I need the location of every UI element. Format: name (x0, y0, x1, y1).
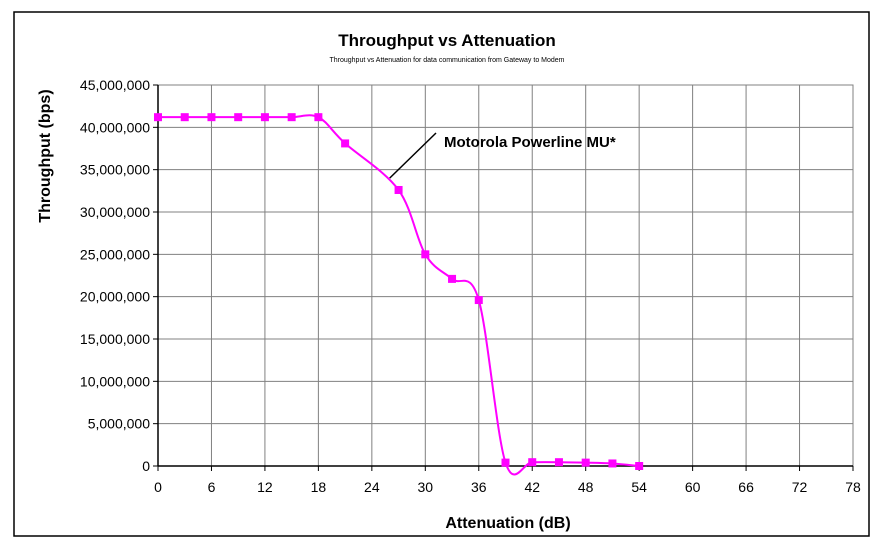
x-tick-label-72: 72 (792, 479, 808, 495)
data-point-9 (234, 113, 243, 122)
x-tick-label-18: 18 (311, 479, 327, 495)
data-point-30 (421, 250, 430, 259)
plot-area (157, 84, 854, 467)
data-point-15 (287, 113, 296, 122)
data-point-27 (394, 185, 403, 194)
x-tick-label-66: 66 (738, 479, 754, 495)
data-point-0 (154, 113, 162, 122)
data-point-18 (314, 113, 323, 122)
x-tick-label-30: 30 (418, 479, 434, 495)
y-tick-label-25000000: 25,000,000 (80, 246, 150, 262)
x-tick-label-36: 36 (471, 479, 487, 495)
y-tick-label-35000000: 35,000,000 (80, 162, 150, 178)
x-tick-label-12: 12 (257, 479, 273, 495)
chart-subtitle: Throughput vs Attenuation for data commu… (329, 57, 564, 64)
y-tick-label-40000000: 40,000,000 (80, 119, 150, 135)
x-tick-label-78: 78 (845, 479, 861, 495)
x-tick-label-60: 60 (685, 479, 701, 495)
data-point-42 (528, 458, 537, 467)
data-point-12 (260, 113, 269, 122)
data-point-33 (448, 274, 457, 283)
data-point-45 (554, 458, 563, 467)
y-tick-label-5000000: 5,000,000 (88, 416, 150, 432)
y-tick-label-20000000: 20,000,000 (80, 289, 150, 305)
y-tick-label-30000000: 30,000,000 (80, 204, 150, 220)
x-axis-label: Attenuation (dB) (445, 515, 570, 532)
x-tick-label-42: 42 (524, 479, 540, 495)
annotation-label: Motorola Powerline MU* (444, 134, 616, 151)
data-point-48 (581, 458, 590, 467)
data-point-21 (341, 139, 350, 148)
x-tick-label-24: 24 (364, 479, 380, 495)
y-tick-label-0: 0 (142, 458, 150, 474)
data-point-6 (207, 113, 216, 122)
x-tick-label-54: 54 (631, 479, 647, 495)
y-tick-label-10000000: 10,000,000 (80, 373, 150, 389)
y-tick-label-45000000: 45,000,000 (80, 77, 150, 93)
x-tick-label-6: 6 (208, 479, 216, 495)
data-point-51 (608, 459, 617, 468)
data-series (154, 113, 644, 476)
y-axis-label: Throughput (bps) (37, 89, 54, 222)
annotation-leader-line (389, 132, 437, 179)
x-tick-label-48: 48 (578, 479, 594, 495)
data-point-54 (635, 462, 644, 470)
data-point-39 (501, 458, 510, 467)
x-tick-label-0: 0 (154, 479, 162, 495)
grid-lines (158, 84, 853, 466)
data-point-3 (180, 113, 189, 122)
chart-title: Throughput vs Attenuation (338, 31, 556, 50)
y-tick-label-15000000: 15,000,000 (80, 331, 150, 347)
data-point-36 (474, 296, 483, 305)
tick-labels: 0 6 12 18 24 30 36 42 48 54 60 66 72 78 0 5,000,000 10,0… (80, 77, 861, 495)
